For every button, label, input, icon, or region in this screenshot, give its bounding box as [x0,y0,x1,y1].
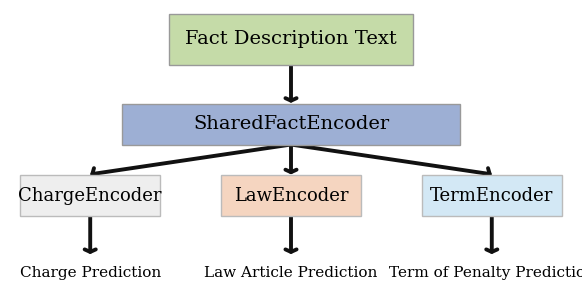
FancyBboxPatch shape [169,14,413,65]
FancyBboxPatch shape [221,175,361,216]
FancyBboxPatch shape [20,175,160,216]
Text: Fact Description Text: Fact Description Text [185,30,397,48]
Text: TermEncoder: TermEncoder [430,187,553,205]
Text: Term of Penalty Prediction: Term of Penalty Prediction [389,266,582,280]
Text: ChargeEncoder: ChargeEncoder [19,187,162,205]
Text: Charge Prediction: Charge Prediction [20,266,161,280]
Text: LawEncoder: LawEncoder [234,187,348,205]
Text: Law Article Prediction: Law Article Prediction [204,266,378,280]
FancyBboxPatch shape [122,104,460,145]
FancyBboxPatch shape [422,175,562,216]
Text: SharedFactEncoder: SharedFactEncoder [193,115,389,133]
